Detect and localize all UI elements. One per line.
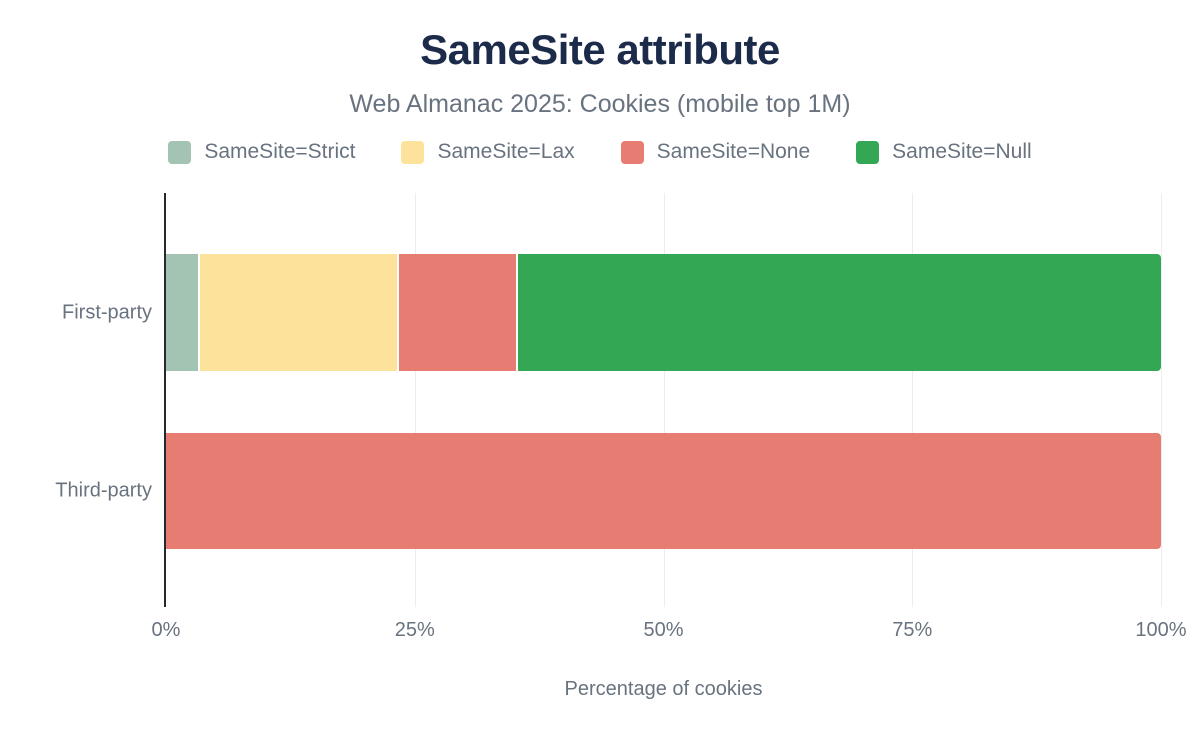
y-category-label-third-party: Third-party — [55, 479, 152, 502]
bar-third-party — [166, 433, 1161, 549]
legend-item-samesite-none[interactable]: SameSite=None — [620, 140, 811, 164]
x-axis-title: Percentage of cookies — [564, 678, 763, 700]
gridline-50 — [663, 193, 665, 607]
x-tick-label-25: 25% — [394, 619, 435, 641]
legend-item-samesite-strict[interactable]: SameSite=Strict — [168, 140, 355, 164]
legend-label-samesite-null: SameSite=Null — [892, 140, 1032, 163]
legend-label-samesite-strict: SameSite=Strict — [204, 140, 356, 163]
legend-item-samesite-lax[interactable]: SameSite=Lax — [401, 140, 575, 164]
legend-swatch-samesite-strict — [168, 140, 192, 164]
legend-swatch-samesite-lax — [401, 140, 425, 164]
gridline-75 — [912, 193, 914, 607]
bar-segment-third-party-samesite-none[interactable] — [166, 433, 1161, 549]
legend-item-samesite-null[interactable]: SameSite=Null — [856, 140, 1032, 164]
legend-swatch-samesite-null — [856, 140, 880, 164]
gridline-25 — [414, 193, 416, 607]
x-tick-label-100: 100% — [1135, 619, 1187, 641]
legend-label-samesite-none: SameSite=None — [656, 140, 811, 163]
chart-title: SameSite attribute — [420, 26, 780, 73]
bar-segment-first-party-samesite-lax[interactable] — [197, 254, 397, 371]
legend-label-samesite-lax: SameSite=Lax — [437, 140, 575, 163]
bar-segment-first-party-samesite-strict[interactable] — [166, 254, 198, 371]
x-tick-label-75: 75% — [892, 619, 933, 641]
bar-first-party — [166, 254, 1161, 371]
x-tick-label-50: 50% — [643, 619, 684, 641]
bar-segment-first-party-samesite-null[interactable] — [516, 254, 1161, 371]
x-tick-label-0: 0% — [151, 619, 181, 641]
plot-area: 0% 25% 50% 75% 100% — [152, 193, 1187, 641]
bar-segment-first-party-samesite-none[interactable] — [396, 254, 517, 371]
legend-swatch-samesite-none — [620, 140, 644, 164]
y-axis-line — [164, 193, 166, 607]
legend: SameSite=Strict SameSite=Lax SameSite=None… — [0, 140, 1200, 164]
chart-subtitle: Web Almanac 2025: Cookies (mobile top 1M… — [349, 90, 851, 118]
gridline-100 — [1161, 193, 1162, 607]
y-category-label-first-party: First-party — [62, 301, 152, 323]
